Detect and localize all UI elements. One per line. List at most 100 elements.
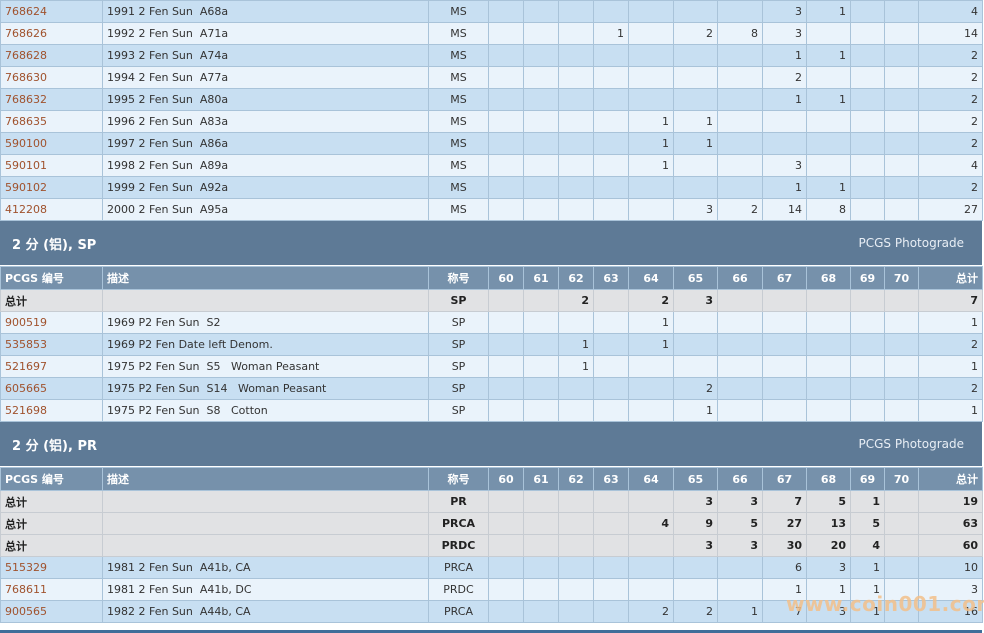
column-header[interactable]: 60 xyxy=(488,467,524,491)
total-count-cell[interactable]: 7 xyxy=(918,289,983,312)
grade-count-cell[interactable]: 1 xyxy=(628,333,674,356)
grade-count-cell[interactable]: 3 xyxy=(717,490,763,513)
grade-count-cell[interactable]: 13 xyxy=(806,512,851,535)
pcgs-number-link[interactable]: 768628 xyxy=(5,49,47,62)
grade-count-cell[interactable]: 1 xyxy=(673,132,718,155)
grade-count-cell[interactable]: 2 xyxy=(628,600,674,623)
grade-count-cell[interactable]: 3 xyxy=(762,154,807,177)
pcgs-number-link[interactable]: 768624 xyxy=(5,5,47,18)
photograde-link[interactable]: PCGS Photograde xyxy=(858,236,964,250)
pcgs-number-cell[interactable]: 535853 xyxy=(0,333,103,356)
pcgs-number-link[interactable]: 768632 xyxy=(5,93,47,106)
grade-count-cell[interactable]: 6 xyxy=(762,556,807,579)
grade-count-cell[interactable]: 4 xyxy=(628,512,674,535)
column-header[interactable]: 描述 xyxy=(102,467,429,491)
pcgs-number-cell[interactable]: 521697 xyxy=(0,355,103,378)
total-count-cell[interactable]: 2 xyxy=(918,66,983,89)
grade-count-cell[interactable]: 3 xyxy=(762,0,807,23)
grade-count-cell[interactable]: 1 xyxy=(850,556,885,579)
grade-count-cell[interactable]: 1 xyxy=(806,578,851,601)
grade-count-cell[interactable]: 7 xyxy=(762,600,807,623)
grade-count-cell[interactable]: 20 xyxy=(806,534,851,557)
column-header[interactable]: 描述 xyxy=(102,266,429,290)
total-count-cell[interactable]: 63 xyxy=(918,512,983,535)
column-header[interactable]: 67 xyxy=(762,467,807,491)
grade-count-cell[interactable]: 3 xyxy=(673,198,718,221)
grade-count-cell[interactable]: 2 xyxy=(673,22,718,45)
grade-count-cell[interactable]: 3 xyxy=(673,289,718,312)
total-count-cell[interactable]: 2 xyxy=(918,132,983,155)
column-header[interactable]: 70 xyxy=(884,266,919,290)
grade-count-cell[interactable]: 9 xyxy=(673,512,718,535)
pcgs-number-cell[interactable]: 768628 xyxy=(0,44,103,67)
pcgs-number-link[interactable]: 768635 xyxy=(5,115,47,128)
column-header[interactable]: 65 xyxy=(673,266,718,290)
total-count-cell[interactable]: 60 xyxy=(918,534,983,557)
grade-count-cell[interactable]: 1 xyxy=(806,88,851,111)
grade-count-cell[interactable]: 2 xyxy=(673,600,718,623)
grade-count-cell[interactable]: 2 xyxy=(628,289,674,312)
total-count-cell[interactable]: 2 xyxy=(918,88,983,111)
pcgs-number-cell[interactable]: 768611 xyxy=(0,578,103,601)
grade-count-cell[interactable]: 3 xyxy=(806,600,851,623)
grade-count-cell[interactable]: 2 xyxy=(558,289,594,312)
grade-count-cell[interactable]: 1 xyxy=(762,44,807,67)
column-header[interactable]: 68 xyxy=(806,266,851,290)
column-header[interactable]: 62 xyxy=(558,266,594,290)
grade-count-cell[interactable]: 1 xyxy=(558,333,594,356)
total-count-cell[interactable]: 1 xyxy=(918,355,983,378)
column-header[interactable]: 62 xyxy=(558,467,594,491)
grade-count-cell[interactable]: 1 xyxy=(806,176,851,199)
grade-count-cell[interactable]: 3 xyxy=(762,22,807,45)
pcgs-number-cell[interactable]: 590101 xyxy=(0,154,103,177)
pcgs-number-cell[interactable]: 515329 xyxy=(0,556,103,579)
grade-count-cell[interactable]: 1 xyxy=(628,132,674,155)
grade-count-cell[interactable]: 1 xyxy=(806,0,851,23)
grade-count-cell[interactable]: 1 xyxy=(850,490,885,513)
column-header[interactable]: 61 xyxy=(523,467,559,491)
grade-count-cell[interactable]: 8 xyxy=(717,22,763,45)
pcgs-number-cell[interactable]: 521698 xyxy=(0,399,103,422)
total-count-cell[interactable]: 2 xyxy=(918,377,983,400)
grade-count-cell[interactable]: 5 xyxy=(717,512,763,535)
pcgs-number-cell[interactable]: 768632 xyxy=(0,88,103,111)
total-count-cell[interactable]: 27 xyxy=(918,198,983,221)
column-header[interactable]: 69 xyxy=(850,467,885,491)
pcgs-number-link[interactable]: 605665 xyxy=(5,382,47,395)
pcgs-number-link[interactable]: 412208 xyxy=(5,203,47,216)
pcgs-number-cell[interactable]: 590100 xyxy=(0,132,103,155)
column-header[interactable]: 总计 xyxy=(918,467,983,491)
total-count-cell[interactable]: 1 xyxy=(918,399,983,422)
grade-count-cell[interactable]: 7 xyxy=(762,490,807,513)
grade-count-cell[interactable]: 1 xyxy=(558,355,594,378)
grade-count-cell[interactable]: 1 xyxy=(628,154,674,177)
column-header[interactable]: 69 xyxy=(850,266,885,290)
pcgs-number-link[interactable]: 590102 xyxy=(5,181,47,194)
column-header[interactable]: 66 xyxy=(717,266,763,290)
grade-count-cell[interactable]: 1 xyxy=(628,311,674,334)
pcgs-number-cell[interactable]: 590102 xyxy=(0,176,103,199)
pcgs-number-cell[interactable]: 768635 xyxy=(0,110,103,133)
grade-count-cell[interactable]: 4 xyxy=(850,534,885,557)
pcgs-number-link[interactable]: 521697 xyxy=(5,360,47,373)
column-header[interactable]: 63 xyxy=(593,266,629,290)
pcgs-number-cell[interactable]: 768624 xyxy=(0,0,103,23)
column-header[interactable]: 60 xyxy=(488,266,524,290)
total-count-cell[interactable]: 10 xyxy=(918,556,983,579)
grade-count-cell[interactable]: 3 xyxy=(806,556,851,579)
column-header[interactable]: 64 xyxy=(628,266,674,290)
column-header[interactable]: 称号 xyxy=(428,266,489,290)
grade-count-cell[interactable]: 8 xyxy=(806,198,851,221)
column-header[interactable]: 66 xyxy=(717,467,763,491)
pcgs-number-link[interactable]: 768611 xyxy=(5,583,47,596)
grade-count-cell[interactable]: 3 xyxy=(673,490,718,513)
pcgs-number-cell[interactable]: 605665 xyxy=(0,377,103,400)
grade-count-cell[interactable]: 5 xyxy=(850,512,885,535)
pcgs-number-link[interactable]: 590100 xyxy=(5,137,47,150)
column-header[interactable]: 70 xyxy=(884,467,919,491)
pcgs-number-link[interactable]: 900565 xyxy=(5,605,47,618)
column-header[interactable]: 63 xyxy=(593,467,629,491)
grade-count-cell[interactable]: 1 xyxy=(850,600,885,623)
column-header[interactable]: 65 xyxy=(673,467,718,491)
pcgs-number-link[interactable]: 535853 xyxy=(5,338,47,351)
